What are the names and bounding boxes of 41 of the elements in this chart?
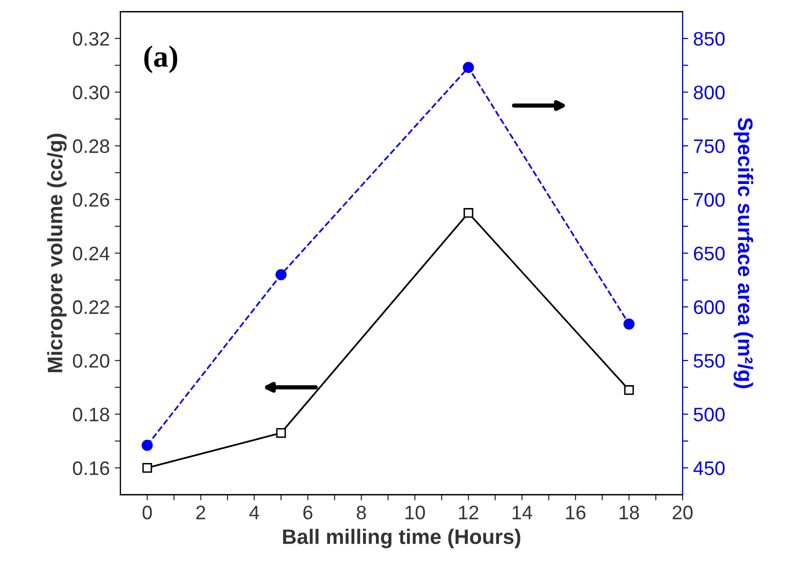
x-tick-label: 18 bbox=[620, 506, 639, 520]
y-axis-title: Micropore volume (cc/g) bbox=[47, 134, 67, 372]
x-tick-label: 12 bbox=[459, 506, 478, 520]
x-tick-label: 16 bbox=[566, 506, 586, 520]
x-tick-label: 20 bbox=[672, 506, 693, 520]
x-tick-label: 4 bbox=[249, 506, 260, 520]
y-tick-label: 0.28 bbox=[72, 139, 110, 154]
point bbox=[464, 208, 474, 218]
x-tick-label: 6 bbox=[303, 506, 312, 520]
annotation: (a) bbox=[144, 45, 178, 74]
y-tick-label: 0.18 bbox=[72, 408, 110, 422]
point bbox=[623, 318, 635, 330]
y2-tick-label: 600 bbox=[694, 300, 725, 314]
y-tick-label: 0.26 bbox=[72, 192, 110, 207]
point bbox=[276, 428, 286, 438]
y-tick-label: 0.32 bbox=[72, 32, 110, 46]
x-tick-label: 10 bbox=[406, 506, 425, 520]
y2-axis-title: Specific surface area (m²/g) bbox=[734, 118, 754, 388]
point bbox=[142, 440, 153, 451]
x-tick-label: 8 bbox=[356, 506, 366, 520]
y2-tick-label: 700 bbox=[694, 192, 725, 207]
y-tick-label: 0.20 bbox=[72, 354, 110, 368]
point bbox=[624, 385, 634, 395]
point bbox=[142, 463, 152, 473]
y2-tick-label: 550 bbox=[694, 354, 725, 368]
point bbox=[275, 269, 287, 280]
y2-tick-label: 750 bbox=[694, 139, 725, 154]
y-tick-label: 0.16 bbox=[72, 461, 110, 476]
y-tick-label: 0.22 bbox=[72, 300, 110, 314]
point bbox=[462, 62, 474, 74]
y-tick-label: 0.24 bbox=[72, 246, 110, 260]
y-tick-label: 0.30 bbox=[72, 86, 110, 100]
y2-tick-label: 450 bbox=[693, 461, 725, 476]
x-tick-label: 0 bbox=[142, 506, 152, 520]
x-tick-label: 14 bbox=[512, 506, 532, 520]
y2-tick-label: 500 bbox=[694, 408, 725, 422]
x-tick-label: 2 bbox=[196, 506, 206, 520]
x-axis-title: Ball milling time (Hours) bbox=[283, 528, 520, 548]
y2-tick-label: 650 bbox=[694, 246, 725, 260]
y2-tick-label: 800 bbox=[694, 86, 725, 100]
y2-tick-label: 850 bbox=[694, 32, 725, 46]
